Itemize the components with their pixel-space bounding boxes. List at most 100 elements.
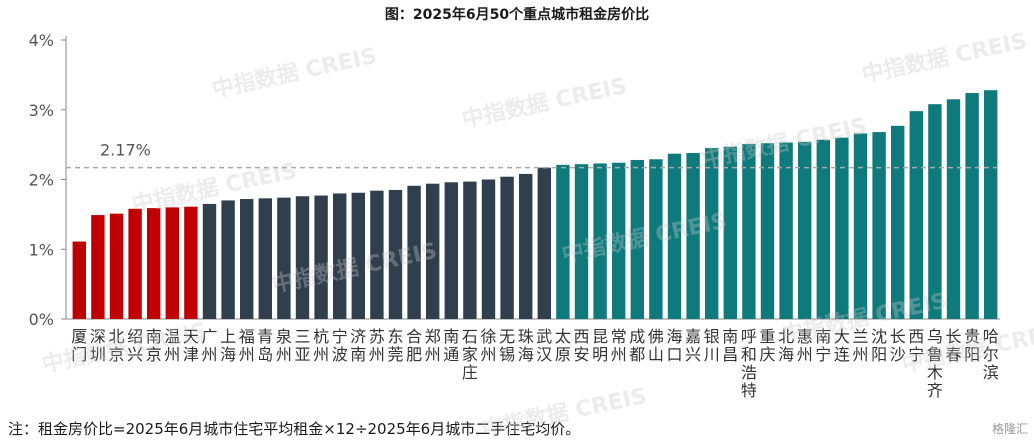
y-tick-label: 0% [29, 310, 54, 329]
x-tick-label: 长沙 [890, 327, 906, 364]
bar [723, 146, 737, 319]
bar [928, 104, 942, 319]
x-tick-label: 厦门 [71, 327, 87, 364]
x-tick-label: 佛山 [648, 327, 664, 364]
bar [221, 200, 235, 319]
y-tick-label: 3% [29, 101, 54, 120]
bar [556, 164, 570, 319]
bar [351, 192, 365, 319]
bar [798, 141, 812, 319]
x-tick-label: 天津 [183, 327, 199, 364]
x-tick-label: 上海 [220, 327, 236, 364]
x-tick-label: 东莞 [387, 327, 403, 364]
bar [649, 159, 663, 319]
bar [742, 143, 756, 319]
x-tick-label: 温州 [164, 327, 180, 364]
x-tick-label: 北京 [108, 327, 124, 364]
x-tick-label: 宁波 [332, 327, 348, 364]
x-tick-label: 珠海 [518, 327, 534, 364]
bar [500, 176, 514, 319]
bar [202, 203, 217, 319]
x-tick-label: 呼和浩特 [741, 327, 757, 400]
x-tick-label: 重庆 [759, 327, 775, 364]
bar [537, 167, 551, 319]
bar [333, 193, 347, 319]
bar [165, 207, 179, 319]
bar [444, 182, 458, 319]
y-tick-label: 2% [29, 171, 54, 190]
x-tick-label: 西安 [573, 327, 589, 364]
bar [984, 90, 998, 319]
bar [835, 137, 849, 319]
y-tick-label: 4% [29, 31, 54, 50]
bar [891, 125, 905, 319]
bar [686, 152, 700, 319]
reference-line-label: 2.17% [100, 141, 151, 160]
bar [909, 111, 923, 320]
bar [463, 181, 477, 319]
x-tick-label: 常州 [611, 327, 627, 364]
y-tick-label: 1% [29, 240, 54, 259]
x-tick-label: 泉州 [276, 327, 292, 364]
x-tick-label: 苏州 [369, 327, 385, 364]
chart-title: 图：2025年6月50个重点城市租金房价比 [384, 7, 650, 23]
x-tick-label: 兰州 [852, 327, 868, 364]
bar [72, 241, 86, 319]
x-tick-label: 合肥 [406, 327, 422, 364]
bar [147, 208, 161, 319]
bar [593, 163, 607, 319]
x-tick-label: 海口 [666, 327, 682, 364]
x-tick-label: 福州 [239, 327, 255, 364]
x-tick-label: 徐州 [480, 327, 496, 364]
x-tick-label: 成都 [629, 327, 645, 364]
x-tick-label: 银川 [704, 327, 720, 364]
bar [519, 173, 533, 319]
bar [109, 213, 124, 319]
bar [295, 196, 310, 319]
bar [240, 199, 254, 319]
x-tick-label: 贵阳 [964, 327, 980, 364]
bar [946, 99, 961, 319]
x-tick-label: 太原 [555, 327, 571, 364]
bar [630, 159, 644, 319]
x-tick-label: 西宁 [908, 327, 924, 364]
publisher-logo: 格隆汇 [991, 422, 1028, 436]
bar [128, 208, 142, 319]
x-tick-label: 南京 [146, 327, 162, 364]
bar [370, 190, 384, 319]
x-tick-label: 北海 [778, 327, 794, 364]
bar [314, 195, 328, 319]
bar [184, 206, 198, 319]
bar [705, 148, 719, 319]
x-tick-label: 深圳 [90, 327, 106, 364]
x-tick-label: 哈尔滨 [983, 327, 999, 382]
x-tick-label: 武汉 [536, 327, 552, 364]
x-tick-label: 石家庄 [462, 327, 478, 382]
x-tick-label: 郑州 [425, 327, 441, 364]
bar [853, 133, 868, 319]
bar [91, 215, 105, 319]
x-tick-label: 昆明 [592, 327, 608, 364]
bar [574, 164, 589, 319]
footnote: 注：租金房价比=2025年6月城市住宅平均租金×12÷2025年6月城市二手住宅… [8, 420, 581, 438]
bar [612, 162, 626, 319]
x-tick-label: 南宁 [815, 327, 831, 364]
bar [816, 139, 830, 319]
x-tick-label: 无锡 [499, 327, 515, 364]
bar [258, 198, 272, 319]
x-tick-label: 广州 [201, 327, 217, 364]
x-tick-label: 嘉兴 [685, 327, 701, 364]
bar [760, 143, 775, 319]
x-tick-label: 长春 [945, 327, 961, 364]
x-tick-label: 三亚 [294, 327, 310, 364]
bar [388, 189, 403, 319]
x-tick-label: 南通 [443, 327, 459, 364]
bar [481, 179, 496, 319]
bar [667, 153, 682, 319]
bar [779, 142, 793, 319]
x-tick-label: 乌鲁木齐 [927, 327, 943, 400]
x-tick-label: 杭州 [313, 327, 329, 364]
x-tick-label: 惠州 [797, 327, 813, 364]
bar [965, 93, 979, 319]
